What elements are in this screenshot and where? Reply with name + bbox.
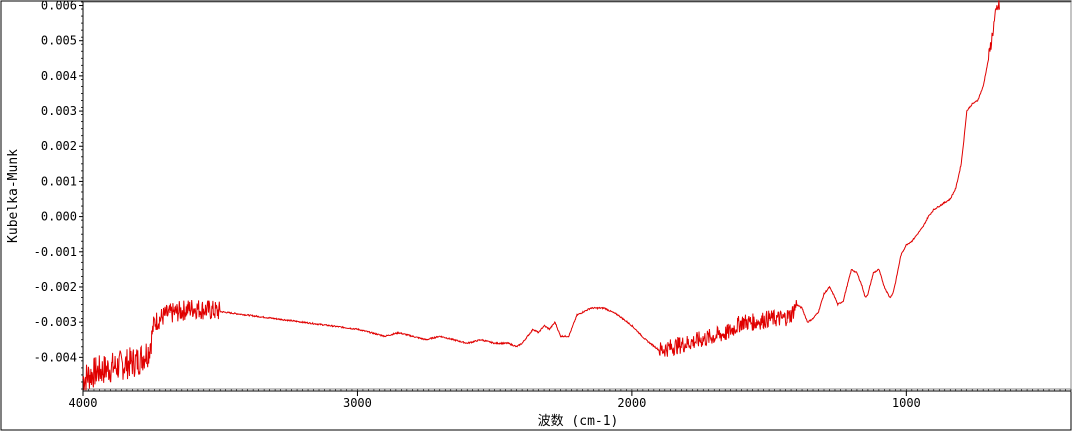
y-tick-label-1: 0.005 [41, 34, 77, 48]
x-axis-minor-ticks [82, 389, 1072, 391]
y-tick-label-5: 0.001 [41, 174, 77, 188]
y-axis-ticks: 0.006 0.005 0.004 0.003 0.002 0.001 0.000 -0.00… [34, 0, 83, 364]
x-tick-label-0: 4000 [69, 396, 98, 410]
x-tick-label-3: 1000 [892, 396, 921, 410]
y-tick-label-3: 0.003 [41, 104, 77, 118]
spectrum-series-line [82, 0, 1000, 391]
y-tick-label-6: 0.000 [41, 210, 77, 224]
x-tick-label-2: 2000 [617, 396, 646, 410]
y-tick-label-10: -0.004 [34, 350, 77, 364]
y-tick-label-8: -0.002 [34, 280, 77, 294]
y-axis-minor-ticks [81, 1, 83, 390]
x-tick-label-1: 3000 [343, 396, 372, 410]
plot-area-frame [82, 1, 1072, 392]
y-tick-label-4: 0.002 [41, 139, 77, 153]
y-tick-label-7: -0.001 [34, 245, 77, 259]
x-axis-ticks: 4000 3000 2000 1000 [69, 391, 921, 410]
y-tick-label-9: -0.003 [34, 315, 77, 329]
y-tick-label-2: 0.004 [41, 69, 77, 83]
x-axis-label: 波数 (cm-1) [538, 414, 619, 429]
y-axis-label: Kubelka-Munk [6, 149, 21, 243]
y-tick-label-0: 0.006 [41, 0, 77, 13]
